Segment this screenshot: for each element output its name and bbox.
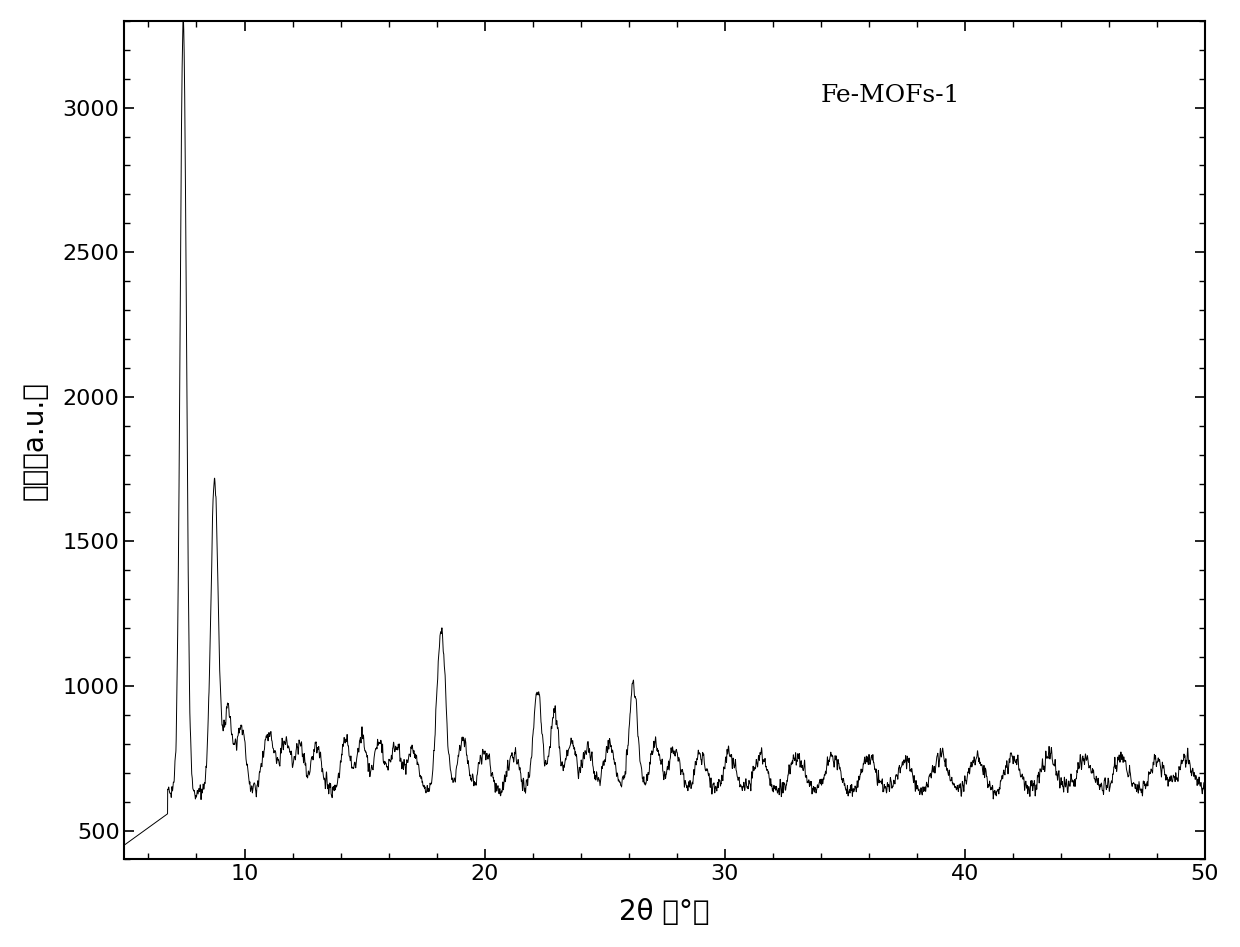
Text: Fe-MOFs-1: Fe-MOFs-1 [821, 84, 960, 107]
Y-axis label: 强度（a.u.）: 强度（a.u.） [21, 381, 48, 500]
X-axis label: 2θ （°）: 2θ （°） [620, 898, 711, 926]
